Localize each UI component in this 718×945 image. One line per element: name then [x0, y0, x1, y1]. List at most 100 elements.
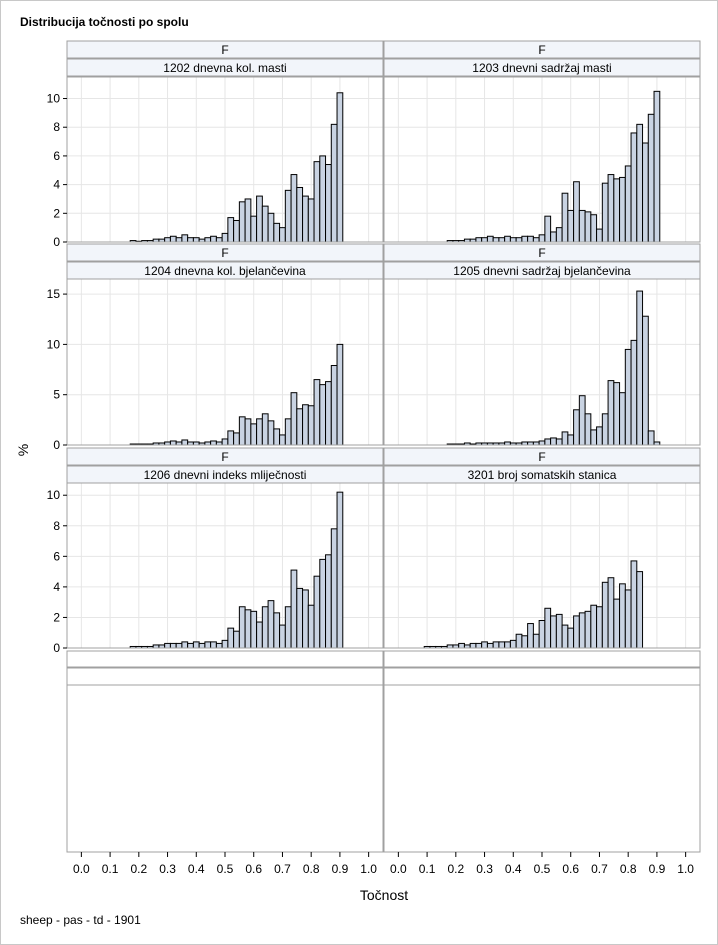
bar-panel-5 — [227, 627, 235, 649]
bar-panel-6 — [607, 577, 615, 649]
bar-panel-3 — [302, 404, 309, 446]
x-tick-label: 0.6 — [562, 862, 579, 876]
bar-panel-1 — [250, 215, 258, 243]
panel-header-sex-6 — [383, 447, 701, 466]
panel-header-sex-5 — [66, 447, 384, 466]
bar-panel-5 — [233, 630, 240, 649]
bar-panel-5 — [244, 609, 252, 649]
panel-title-2: 1203 dnevni sadržaj masti — [472, 61, 611, 75]
bar-panel-6 — [590, 604, 598, 649]
bar-panel-3 — [250, 423, 258, 446]
bar-panel-4 — [613, 382, 621, 446]
bar-panel-6 — [567, 627, 575, 649]
bar-panel-2 — [521, 235, 529, 243]
y-tick-label: 2 — [53, 610, 60, 624]
bar-panel-1 — [302, 195, 309, 243]
bar-panel-2 — [619, 176, 626, 243]
bar-panel-6 — [492, 641, 500, 649]
bar-panel-5 — [192, 641, 200, 649]
panel-sex-label-3: F — [221, 246, 228, 260]
bar-panel-3 — [256, 418, 263, 446]
bar-panel-6 — [630, 560, 638, 649]
bar-panel-1 — [221, 232, 229, 243]
bar-panel-1 — [296, 186, 304, 243]
bar-panel-5 — [210, 641, 217, 649]
y-tick-label: 4 — [53, 178, 60, 192]
bar-panel-5 — [181, 641, 189, 649]
bar-panel-3 — [279, 434, 286, 446]
bar-panel-3 — [181, 439, 189, 446]
y-tick-label: 0 — [53, 641, 60, 655]
bar-panel-2 — [636, 123, 644, 243]
y-tick-label: 15 — [47, 287, 61, 301]
bar-panel-1 — [210, 235, 217, 243]
bar-panel-3 — [336, 343, 344, 446]
bar-panel-3 — [290, 392, 298, 446]
x-tick-label: 0.4 — [188, 862, 205, 876]
bar-panel-5 — [238, 606, 246, 649]
empty-header-sex-2 — [383, 650, 701, 668]
x-tick-label: 0.6 — [245, 862, 262, 876]
bar-panel-4 — [630, 339, 638, 446]
bar-panel-2 — [527, 235, 534, 243]
x-tick-label: 0.3 — [159, 862, 176, 876]
bar-panel-2 — [607, 174, 615, 243]
empty-header-name-2 — [383, 667, 701, 686]
x-tick-label: 0.2 — [130, 862, 147, 876]
bar-panel-5 — [336, 491, 344, 649]
bar-panel-1 — [284, 189, 292, 243]
bar-panel-4 — [636, 290, 644, 446]
panel-sex-label-4: F — [538, 246, 545, 260]
bar-panel-2 — [567, 209, 575, 243]
bar-panel-5 — [215, 642, 223, 649]
bar-panel-6 — [481, 641, 488, 649]
bar-panel-2 — [584, 211, 592, 243]
bar-panel-2 — [475, 237, 483, 243]
x-tick-label: 1.0 — [677, 862, 694, 876]
bar-panel-2 — [486, 235, 494, 243]
bar-panel-5 — [307, 604, 315, 649]
panel-header-name-1 — [66, 58, 384, 77]
bar-panel-1 — [313, 161, 321, 243]
bar-panel-2 — [492, 237, 500, 243]
bar-panel-6 — [498, 641, 506, 649]
bar-panel-3 — [267, 420, 275, 446]
bar-panel-6 — [538, 620, 546, 649]
panel-header-sex-2 — [383, 40, 701, 59]
bar-panel-5 — [296, 587, 304, 649]
bar-panel-3 — [319, 384, 327, 446]
x-tick-label: 0.1 — [419, 862, 436, 876]
x-tick-label: 0.5 — [217, 862, 234, 876]
bar-panel-6 — [515, 633, 523, 649]
bar-panel-2 — [653, 90, 661, 243]
bar-panel-5 — [261, 606, 269, 649]
bar-panel-1 — [233, 219, 240, 243]
bar-panel-5 — [221, 639, 229, 649]
y-tick-label: 8 — [53, 120, 60, 134]
y-tick-label: 0 — [53, 235, 60, 249]
bar-panel-5 — [175, 642, 183, 649]
bar-panel-3 — [325, 381, 332, 446]
y-axis-label: % — [15, 444, 31, 456]
panel-sex-label-1: F — [221, 43, 228, 57]
x-tick-label: 0.3 — [476, 862, 493, 876]
empty-panel-frame-1 — [66, 684, 384, 853]
bar-panel-1 — [290, 174, 298, 243]
bar-panel-4 — [555, 438, 563, 446]
bar-panel-4 — [647, 430, 655, 446]
bar-panel-2 — [573, 181, 580, 243]
bar-panel-4 — [601, 413, 609, 446]
bar-panel-4 — [619, 392, 626, 446]
bar-panel-1 — [325, 164, 332, 243]
panel-frame-4 — [383, 278, 701, 446]
bar-panel-6 — [544, 607, 552, 649]
bar-panel-2 — [538, 234, 546, 243]
y-tick-label: 6 — [53, 549, 60, 563]
bar-panel-2 — [504, 235, 511, 243]
y-tick-label: 4 — [53, 580, 60, 594]
panel-sex-label-6: F — [538, 450, 545, 464]
bar-panel-6 — [619, 583, 626, 649]
bar-panel-1 — [238, 201, 246, 243]
bar-panel-3 — [273, 428, 281, 446]
bar-panel-2 — [624, 165, 632, 243]
